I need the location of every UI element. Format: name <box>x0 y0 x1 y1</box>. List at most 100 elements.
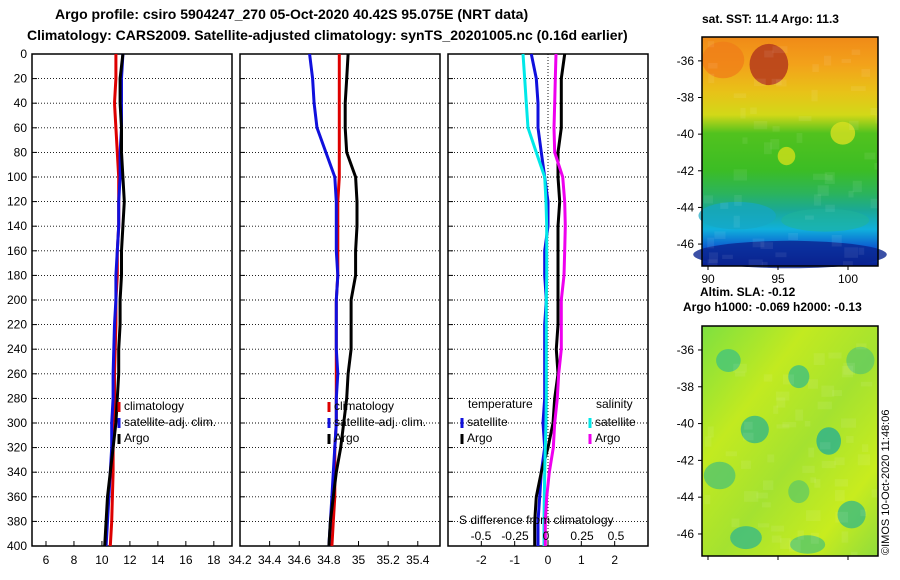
map-texture <box>831 235 842 247</box>
map-texture <box>708 73 715 84</box>
map-texture <box>776 79 787 87</box>
y-tick-label: 320 <box>7 441 27 455</box>
map-texture <box>714 231 726 240</box>
map-texture <box>860 509 867 517</box>
lat-tick-label: -46 <box>677 237 695 251</box>
map-texture <box>707 426 714 438</box>
lat-tick-label: -46 <box>677 527 695 541</box>
map-texture <box>733 363 747 373</box>
map-texture <box>733 169 748 181</box>
y-tick-label: 0 <box>20 47 27 61</box>
legend-label: satellite <box>467 415 508 429</box>
x-tick-label: 16 <box>179 553 193 567</box>
map-texture <box>764 50 774 58</box>
map-feature <box>816 427 842 455</box>
map-texture <box>722 254 733 260</box>
map-texture <box>832 390 842 397</box>
map-texture <box>840 418 856 428</box>
x-tick-label: 1 <box>578 553 585 567</box>
map-texture <box>776 397 786 408</box>
y-tick-label: 240 <box>7 342 27 356</box>
legend-group-title: salinity <box>596 397 633 411</box>
sst-label: sat. SST: 11.4 Argo: 11.3 <box>702 12 839 26</box>
map-texture <box>808 447 815 458</box>
map-texture <box>841 531 849 543</box>
x-tick-label: 34.2 <box>228 553 252 567</box>
map-texture <box>824 172 835 184</box>
map-texture <box>844 247 859 258</box>
map-texture <box>704 436 712 447</box>
y-tick-label: 100 <box>7 170 27 184</box>
map-texture <box>825 204 835 212</box>
map-texture <box>744 421 753 430</box>
map-texture <box>788 539 801 552</box>
title-line-2: Climatology: CARS2009. Satellite-adjuste… <box>27 27 628 43</box>
y-tick-label: 300 <box>7 416 27 430</box>
map-texture <box>874 163 884 170</box>
map-texture <box>704 494 711 505</box>
map-feature <box>698 201 776 230</box>
x-tick-label: -2 <box>476 553 487 567</box>
map-texture <box>775 391 790 401</box>
y-tick-label: 200 <box>7 293 27 307</box>
map-texture <box>752 238 765 248</box>
y-tick-label: 260 <box>7 367 27 381</box>
x-tick-label: 2 <box>611 553 618 567</box>
x-tick-label: 35.4 <box>406 553 430 567</box>
map-texture <box>782 422 797 428</box>
map-texture <box>817 185 829 196</box>
map-frame <box>701 325 879 557</box>
salinity-diff-tick-label: 0.5 <box>608 529 625 543</box>
lat-tick-label: -44 <box>677 200 695 214</box>
map-feature <box>837 500 866 529</box>
map-texture <box>772 46 788 54</box>
map-texture <box>782 374 795 385</box>
legend-label: satellite-adj. clim. <box>334 415 426 429</box>
x-tick-label: 34.4 <box>258 553 282 567</box>
salinity-diff-tick-label: 0 <box>543 529 550 543</box>
map-texture <box>753 78 766 87</box>
lat-tick-label: -38 <box>677 91 695 105</box>
x-tick-label: 12 <box>123 553 137 567</box>
map-texture <box>834 479 848 487</box>
map-texture <box>708 62 718 69</box>
map-texture <box>771 535 782 543</box>
map-texture <box>804 215 814 220</box>
series-line-argo <box>327 53 359 547</box>
map-texture <box>771 78 782 86</box>
map-feature <box>846 346 875 375</box>
map-texture <box>864 152 876 160</box>
y-tick-label: 40 <box>14 96 28 110</box>
y-tick-label: 360 <box>7 490 27 504</box>
map-texture <box>780 538 791 549</box>
lat-tick-label: -44 <box>677 490 695 504</box>
map-texture <box>762 480 774 490</box>
map-texture <box>841 365 854 378</box>
x-tick-label: 6 <box>43 553 50 567</box>
map-texture <box>810 532 819 544</box>
x-tick-label: 0 <box>545 553 552 567</box>
map-texture <box>856 343 867 350</box>
x-tick-label: 8 <box>71 553 78 567</box>
argo-height-label: Argo h1000: -0.069 h2000: -0.13 <box>683 300 862 314</box>
map-texture <box>725 451 738 457</box>
x-tick-label: 34.6 <box>288 553 312 567</box>
map-feature <box>730 526 762 550</box>
profile-panel-2: 34.2 34.4 34.6 34.8 35 35.2 35.4 <box>228 53 441 567</box>
map-texture <box>858 247 865 255</box>
map-texture <box>796 132 803 143</box>
map-texture <box>870 107 881 116</box>
map-texture <box>857 454 871 466</box>
map-texture <box>740 107 746 119</box>
map-texture <box>821 385 835 397</box>
map-frame <box>701 36 879 267</box>
map-texture <box>813 173 828 180</box>
y-tick-label: 220 <box>7 318 27 332</box>
salinity-diff-tick-label: 0.25 <box>570 529 594 543</box>
series-line-satellite-adj-clim- <box>308 53 340 547</box>
y-tick-label: 180 <box>7 268 27 282</box>
map-texture <box>848 190 854 198</box>
map-texture <box>807 379 818 389</box>
map-feature <box>781 208 870 232</box>
y-tick-label: 20 <box>14 72 28 86</box>
